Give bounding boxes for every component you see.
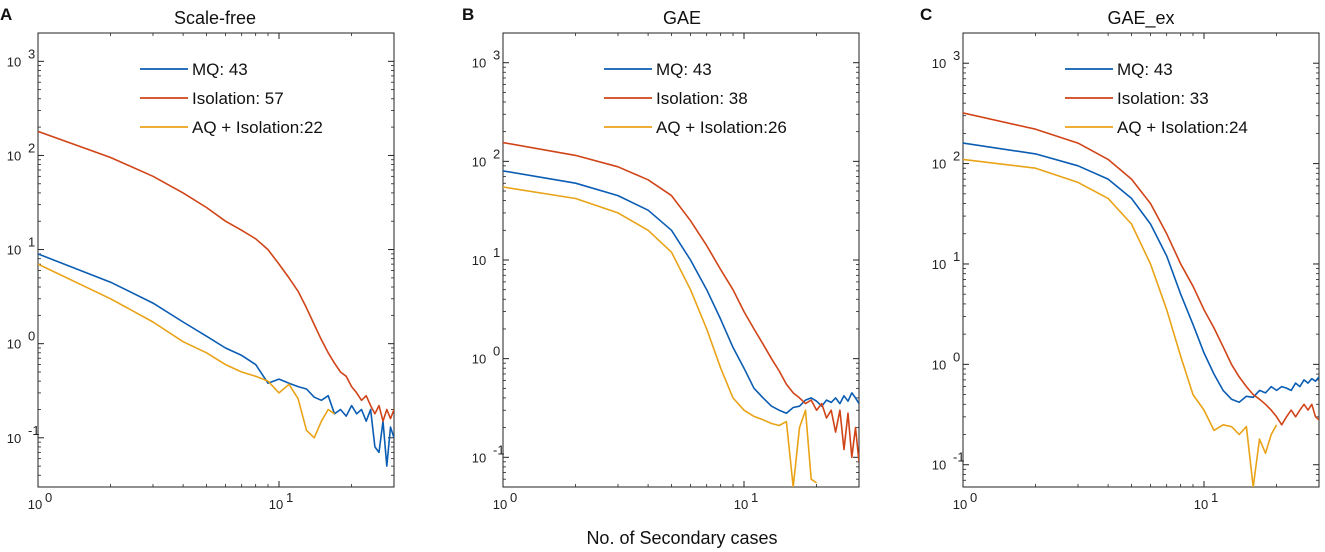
series-line-c-mq [963,142,1319,404]
legend-label-a-mq: MQ: 43 [192,60,248,79]
panel-b-title: GAE [663,8,701,28]
x-tick-exponent-c: 0 [970,490,977,505]
legend-label-b-aq-isolation: AQ + Isolation:26 [656,118,787,137]
y-tick-label-b: 10 [472,253,486,268]
y-tick-exponent-b: -1 [493,442,505,457]
legend-label-a-aq-isolation: AQ + Isolation:22 [192,118,323,137]
x-tick-label-b: 10 [734,497,748,512]
y-tick-exponent-c: 3 [953,48,960,63]
x-tick-exponent-a: 1 [286,490,293,505]
legend-label-b-isolation: Isolation: 38 [656,89,748,108]
y-tick-label-a: 10 [7,431,21,446]
y-tick-exponent-c: 2 [953,149,960,164]
x-tick-exponent-c: 1 [1211,490,1218,505]
panel-a: A Scale-free [0,5,256,28]
y-tick-label-b: 10 [472,352,486,367]
panel-letter-c: C [920,5,932,24]
x-axis-label: No. of Secondary cases [586,528,777,548]
panel-a-title: Scale-free [174,8,256,28]
y-tick-exponent-b: 0 [493,344,500,359]
legend-label-b-mq: MQ: 43 [656,60,712,79]
series-line-b-isolation [503,141,859,462]
y-tick-exponent-a: 0 [28,329,35,344]
y-tick-label-b: 10 [472,450,486,465]
y-tick-exponent-a: 3 [28,46,35,61]
panel-b: B GAE [462,5,701,28]
panel-letter-b: B [462,5,474,24]
y-tick-label-c: 10 [932,357,946,372]
series-line-a-isolation [38,130,394,423]
panel-c: C GAE_ex [920,5,1175,29]
legend-label-a-isolation: Isolation: 57 [192,89,284,108]
x-tick-label-c: 10 [1194,497,1208,512]
y-tick-label-a: 10 [7,243,21,258]
y-tick-exponent-b: 2 [493,146,500,161]
series-line-c-isolation [963,112,1319,426]
x-tick-label-b: 10 [493,497,507,512]
series-line-b-mq [503,170,859,415]
axes-box-c [962,32,1320,488]
y-tick-exponent-c: -1 [953,450,965,465]
panel-c-title: GAE_ex [1107,8,1174,29]
axes-box-a [37,32,395,488]
y-tick-exponent-a: -1 [28,423,40,438]
x-tick-label-a: 10 [28,497,42,512]
y-tick-label-a: 10 [7,148,21,163]
x-tick-label-a: 10 [269,497,283,512]
y-tick-exponent-b: 1 [493,245,500,260]
y-tick-exponent-c: 1 [953,249,960,264]
series-line-b-aq-isolation [503,186,818,487]
x-tick-label-c: 10 [953,497,967,512]
y-tick-label-c: 10 [932,56,946,71]
y-tick-exponent-a: 1 [28,235,35,250]
y-tick-label-b: 10 [472,56,486,71]
legend-a: MQ: 43 Isolation: 57 AQ + Isolation:22 [140,60,323,137]
panel-letter-a: A [0,5,12,24]
y-tick-exponent-a: 2 [28,140,35,155]
legend-c: MQ: 43 Isolation: 33 AQ + Isolation:24 [1065,60,1248,137]
y-tick-label-b: 10 [472,154,486,169]
y-tick-label-a: 10 [7,54,21,69]
series-line-a-mq [38,253,394,467]
y-tick-label-c: 10 [932,458,946,473]
x-tick-exponent-b: 1 [751,490,758,505]
legend-b: MQ: 43 Isolation: 38 AQ + Isolation:26 [604,60,787,137]
legend-label-c-isolation: Isolation: 33 [1117,89,1209,108]
y-tick-exponent-b: 3 [493,48,500,63]
x-tick-exponent-b: 0 [510,490,517,505]
series-line-c-aq-isolation [963,158,1278,487]
series-line-a-aq-isolation [38,263,335,439]
y-tick-label-a: 10 [7,337,21,352]
y-tick-label-c: 10 [932,257,946,272]
y-tick-exponent-c: 0 [953,349,960,364]
y-tick-label-c: 10 [932,157,946,172]
x-tick-exponent-a: 0 [45,490,52,505]
legend-label-c-aq-isolation: AQ + Isolation:24 [1117,118,1248,137]
legend-label-c-mq: MQ: 43 [1117,60,1173,79]
